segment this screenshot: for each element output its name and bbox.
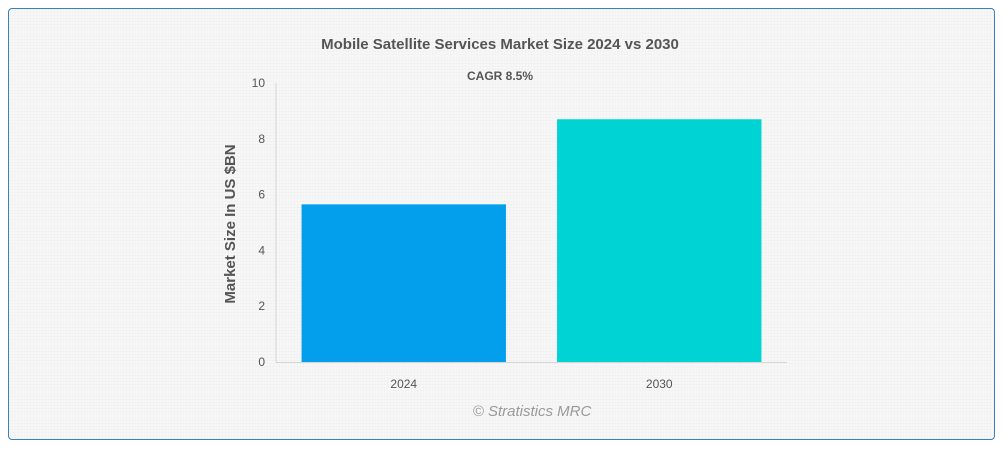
bars (301, 119, 762, 363)
y-tick-label: 8 (258, 132, 265, 146)
watermark-text: © Stratistics MRC (473, 403, 592, 420)
y-tick-label: 2 (258, 299, 265, 313)
y-axis-label: Market Size In US $BN (222, 144, 239, 303)
y-axis: 0 2 4 6 8 10 (252, 76, 277, 369)
y-tick-label: 10 (252, 76, 266, 90)
chart-subtitle: CAGR 8.5% (467, 69, 533, 83)
x-tick-label: 2030 (646, 377, 673, 391)
y-tick-label: 0 (258, 355, 265, 369)
y-tick-label: 4 (258, 243, 265, 257)
chart-title: Mobile Satellite Services Market Size 20… (321, 36, 679, 53)
x-tick-label: 2024 (390, 377, 417, 391)
bar-2024 (301, 204, 506, 362)
bar-2030 (557, 119, 762, 363)
x-axis: 2024 2030 (276, 362, 787, 391)
y-tick-label: 6 (258, 188, 265, 202)
